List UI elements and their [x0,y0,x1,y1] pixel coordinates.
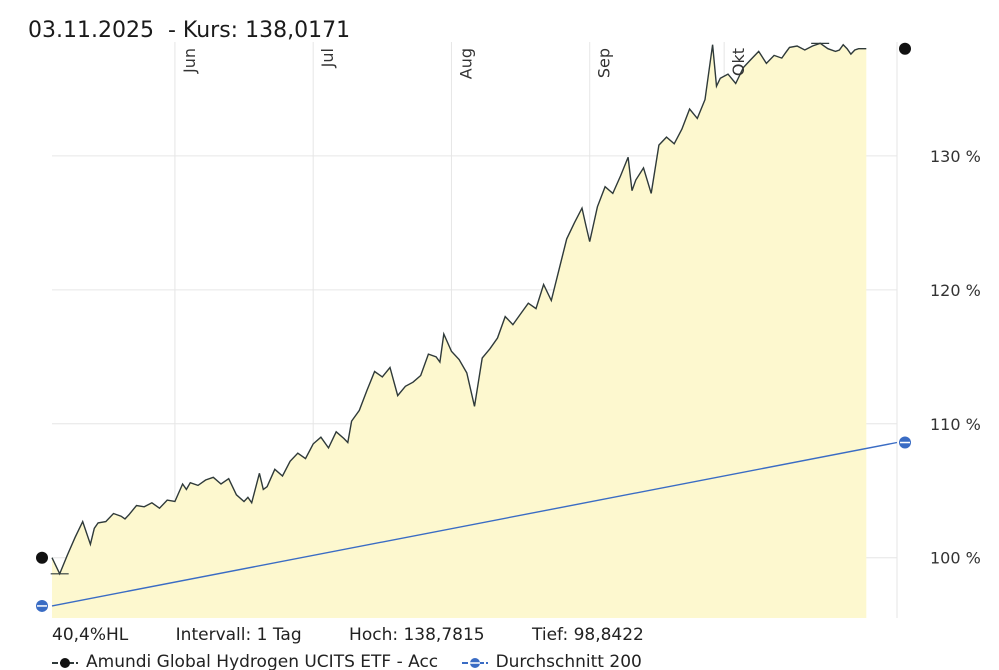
legend-sma-label: Durchschnitt 200 [495,652,642,670]
y-tick-label: 100 % [930,549,981,568]
x-tick-label: Jun [180,48,199,74]
markers [36,42,911,612]
sma-200-line [51,441,898,607]
legend-item-sma[interactable]: Durchschnitt 200 [461,652,642,670]
legend-item-price[interactable]: Amundi Global Hydrogen UCITS ETF - Acc [52,652,438,670]
performance-stat: 40,4%HL [52,625,129,645]
stats-bar: 40,4%HL Intervall: 1 Tag Hoch: 138,7815 … [52,625,686,645]
x-tick-label: Okt [729,48,748,76]
price-area [52,43,867,619]
x-tick-label: Sep [595,48,614,78]
price-value: 138,0171 [245,18,351,43]
y-axis-ticks: 100 % 110 % 120 % 130 % [930,147,981,568]
legend-price-label: Amundi Global Hydrogen UCITS ETF - Acc [86,652,439,670]
y-tick-label: 130 % [930,147,981,166]
legend: Amundi Global Hydrogen UCITS ETF - Acc D… [52,652,660,670]
x-axis-ticks: Jun Jul Aug Sep Okt [180,48,748,79]
price-chart[interactable]: Jun Jul Aug Sep Okt 100 % 110 % 120 % 130 % [0,0,999,625]
price-start-marker [36,551,48,564]
x-tick-label: Aug [456,48,475,79]
low-stat: Tief: 98,8422 [532,625,644,645]
chart-header: 03.11.2025 - Kurs: 138,0171 [28,18,350,43]
y-tick-label: 110 % [930,415,981,434]
legend-sma-marker-icon [461,658,488,668]
interval-stat[interactable]: Intervall: 1 Tag [175,625,302,645]
price-end-marker [899,42,911,55]
high-stat: Hoch: 138,7815 [349,625,485,645]
price-line [51,42,867,576]
legend-price-marker-icon [52,658,78,668]
y-tick-label: 120 % [930,281,981,300]
price-label: - Kurs: [167,18,239,43]
x-tick-label: Jul [318,48,337,68]
date-label: 03.11.2025 [28,18,154,43]
